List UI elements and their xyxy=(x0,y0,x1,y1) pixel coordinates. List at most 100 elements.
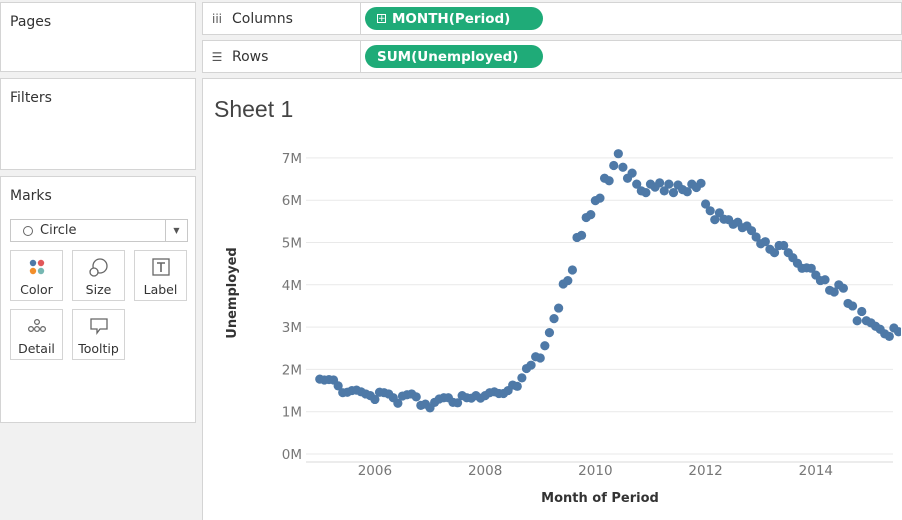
y-tick-label: 7M xyxy=(282,151,302,167)
y-tick-label: 3M xyxy=(282,320,302,336)
data-point[interactable] xyxy=(806,263,816,273)
data-point[interactable] xyxy=(567,265,578,275)
sum-unemployed-pill[interactable]: SUM(Unemployed) xyxy=(365,45,543,68)
data-point[interactable] xyxy=(705,206,715,216)
detail-label: Detail xyxy=(18,341,55,356)
y-tick-label: 1M xyxy=(282,405,302,421)
data-point[interactable] xyxy=(554,303,564,313)
data-point[interactable] xyxy=(779,240,789,251)
detail-button[interactable]: Detail xyxy=(10,309,63,360)
data-point[interactable] xyxy=(544,328,555,338)
data-point[interactable] xyxy=(517,373,527,383)
data-point[interactable] xyxy=(576,230,587,240)
data-point[interactable] xyxy=(535,353,545,363)
data-point[interactable] xyxy=(604,176,614,186)
data-point[interactable] xyxy=(838,283,848,293)
mark-type-dropdown[interactable]: Circle ▼ xyxy=(10,219,188,242)
data-point[interactable] xyxy=(820,275,830,285)
circle-icon xyxy=(23,225,33,236)
y-tick-label: 2M xyxy=(282,362,302,378)
data-point[interactable] xyxy=(393,398,403,408)
data-point[interactable] xyxy=(618,162,628,172)
color-icon xyxy=(29,259,44,275)
data-point[interactable] xyxy=(563,275,573,286)
data-point[interactable] xyxy=(526,360,536,370)
scatter-chart[interactable]: 0M 1M 2M 3M 4M 5M 6M 7M 2006 2008 2010 2012 2014 Un… xyxy=(203,79,901,519)
data-point[interactable] xyxy=(632,179,642,189)
data-point[interactable] xyxy=(857,306,867,317)
data-point[interactable] xyxy=(613,149,623,159)
columns-label: Columns xyxy=(232,10,293,27)
size-icon xyxy=(88,258,108,277)
data-point[interactable] xyxy=(696,178,706,188)
data-point[interactable] xyxy=(746,226,757,236)
sheet-title: Sheet 1 xyxy=(214,96,294,122)
data-point[interactable] xyxy=(710,215,720,225)
x-tick-label: 2014 xyxy=(799,463,833,479)
data-point[interactable] xyxy=(333,381,343,391)
data-point[interactable] xyxy=(682,187,692,197)
data-point[interactable] xyxy=(609,160,619,171)
data-point[interactable] xyxy=(512,381,522,391)
rows-icon: ☰ xyxy=(211,49,223,64)
pages-card: Pages xyxy=(0,2,196,72)
detail-icon xyxy=(27,318,46,333)
columns-shelf-label: iii Columns xyxy=(203,3,361,34)
rows-shelf[interactable]: ☰ Rows SUM(Unemployed) xyxy=(202,40,902,73)
x-tick-label: 2006 xyxy=(358,463,392,479)
data-point[interactable] xyxy=(714,208,724,218)
data-point[interactable] xyxy=(668,188,679,198)
data-point[interactable] xyxy=(847,301,858,311)
data-point[interactable] xyxy=(664,179,674,189)
data-point[interactable] xyxy=(829,287,839,297)
x-axis-ticks: 2006 2008 2010 2012 2014 xyxy=(358,463,833,479)
data-point[interactable] xyxy=(769,248,780,258)
data-point[interactable] xyxy=(659,186,669,196)
y-tick-label: 5M xyxy=(282,236,302,252)
data-point[interactable] xyxy=(452,398,463,408)
rows-label: Rows xyxy=(232,48,269,65)
columns-shelf[interactable]: iii Columns + MONTH(Period) xyxy=(202,2,902,35)
label-button[interactable]: Label xyxy=(134,250,187,301)
color-button[interactable]: Color xyxy=(10,250,63,301)
data-point[interactable] xyxy=(641,188,651,198)
size-button[interactable]: Size xyxy=(72,250,125,301)
data-point[interactable] xyxy=(627,168,637,178)
mark-type-label: Circle xyxy=(40,223,77,238)
text-icon xyxy=(151,258,170,276)
data-point[interactable] xyxy=(701,199,711,209)
data-point[interactable] xyxy=(655,178,665,188)
size-label: Size xyxy=(85,282,112,297)
y-tick-label: 0M xyxy=(282,447,302,463)
x-tick-label: 2012 xyxy=(688,463,722,479)
y-axis-label: Unemployed xyxy=(225,247,240,338)
expand-icon[interactable]: + xyxy=(377,14,386,24)
data-point[interactable] xyxy=(595,193,605,203)
filters-card[interactable]: Filters xyxy=(0,78,196,170)
columns-pill-text: MONTH(Period) xyxy=(392,10,511,27)
data-point[interactable] xyxy=(852,316,862,326)
tooltip-icon xyxy=(89,318,108,335)
data-point[interactable] xyxy=(411,392,421,402)
color-label: Color xyxy=(20,282,53,297)
rows-pill-text: SUM(Unemployed) xyxy=(377,48,519,65)
data-point[interactable] xyxy=(751,232,761,242)
label-label: Label xyxy=(143,282,178,297)
chevron-down-icon[interactable]: ▼ xyxy=(165,220,187,241)
data-point[interactable] xyxy=(586,209,596,220)
columns-icon: iii xyxy=(211,11,222,26)
month-period-pill[interactable]: + MONTH(Period) xyxy=(365,7,543,30)
tooltip-button[interactable]: Tooltip xyxy=(72,309,125,360)
data-point[interactable] xyxy=(893,327,901,337)
data-point[interactable] xyxy=(760,237,770,247)
y-tick-label: 6M xyxy=(282,193,302,209)
data-points xyxy=(315,149,901,413)
filters-title: Filters xyxy=(10,90,52,106)
data-point[interactable] xyxy=(370,394,380,405)
data-point[interactable] xyxy=(549,314,559,324)
x-tick-label: 2008 xyxy=(468,463,502,479)
data-point[interactable] xyxy=(540,341,550,351)
y-tick-label: 4M xyxy=(282,278,302,294)
pages-title: Pages xyxy=(10,14,52,30)
data-point[interactable] xyxy=(884,331,894,342)
